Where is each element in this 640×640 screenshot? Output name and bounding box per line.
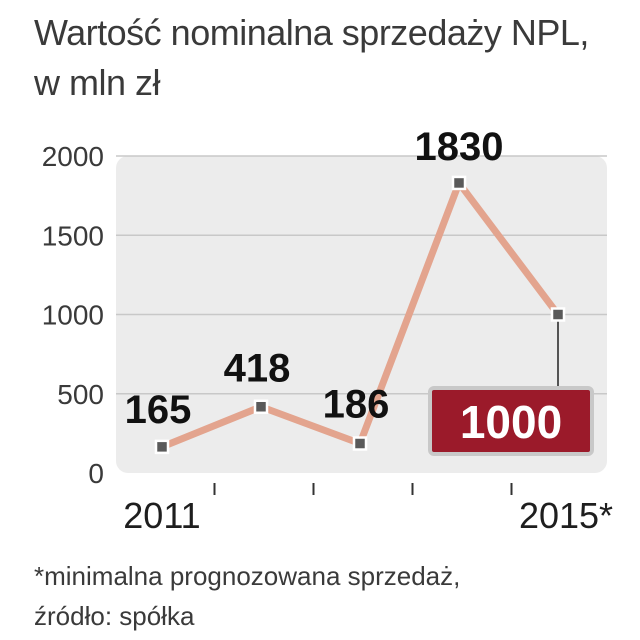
footnote: *minimalna prognozowana sprzedaż, źródło… [34,556,460,636]
data-label: 186 [323,383,390,427]
footnote-line-1: *minimalna prognozowana sprzedaż, [34,561,461,591]
chart-title-line-1: Wartość nominalna sprzedaży NPL, [34,12,589,53]
data-point-marker [451,175,467,191]
data-label: 418 [224,347,291,391]
chart-title: Wartość nominalna sprzedaży NPL, w mln z… [34,8,589,108]
data-point-marker [154,439,170,455]
y-tick-label: 1000 [42,300,104,331]
highlight-data-label: 1000 [460,396,562,448]
chart-title-line-2: w mln zł [34,62,161,103]
data-label: 165 [125,388,192,432]
line-chart: 0 500 1000 1500 2000 2011 2015* 165 418 186 1830 10… [42,130,613,536]
data-point-marker [352,436,368,451]
y-tick-label: 0 [88,458,104,489]
highlight-box [428,386,594,456]
data-point-marker [253,399,269,414]
y-tick-label: 500 [57,379,104,410]
data-point-marker [550,307,566,322]
footnote-line-2: źródło: spółka [34,601,195,631]
x-tick-label: 2015* [519,495,613,536]
y-tick-label: 1500 [42,220,104,251]
y-tick-label: 2000 [42,141,104,172]
data-label: 1830 [415,130,504,169]
x-tick-label: 2011 [123,495,200,536]
